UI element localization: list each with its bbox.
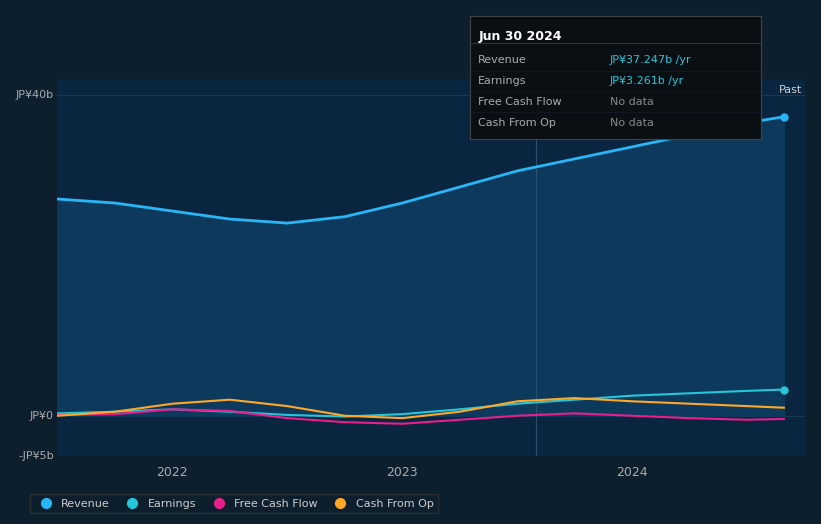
Text: JP¥40b: JP¥40b	[16, 90, 53, 100]
Text: -JP¥5b: -JP¥5b	[18, 451, 53, 461]
Text: JP¥0: JP¥0	[30, 411, 53, 421]
Text: JP¥37.247b /yr: JP¥37.247b /yr	[609, 55, 691, 65]
Text: JP¥3.261b /yr: JP¥3.261b /yr	[609, 76, 684, 86]
Text: Earnings: Earnings	[479, 76, 527, 86]
Text: Cash From Op: Cash From Op	[479, 118, 557, 128]
Legend: Revenue, Earnings, Free Cash Flow, Cash From Op: Revenue, Earnings, Free Cash Flow, Cash …	[30, 494, 438, 513]
Text: No data: No data	[609, 118, 654, 128]
Text: Free Cash Flow: Free Cash Flow	[479, 97, 562, 107]
Text: Jun 30 2024: Jun 30 2024	[479, 30, 562, 43]
Text: Revenue: Revenue	[479, 55, 527, 65]
Text: No data: No data	[609, 97, 654, 107]
Text: Past: Past	[779, 85, 802, 95]
